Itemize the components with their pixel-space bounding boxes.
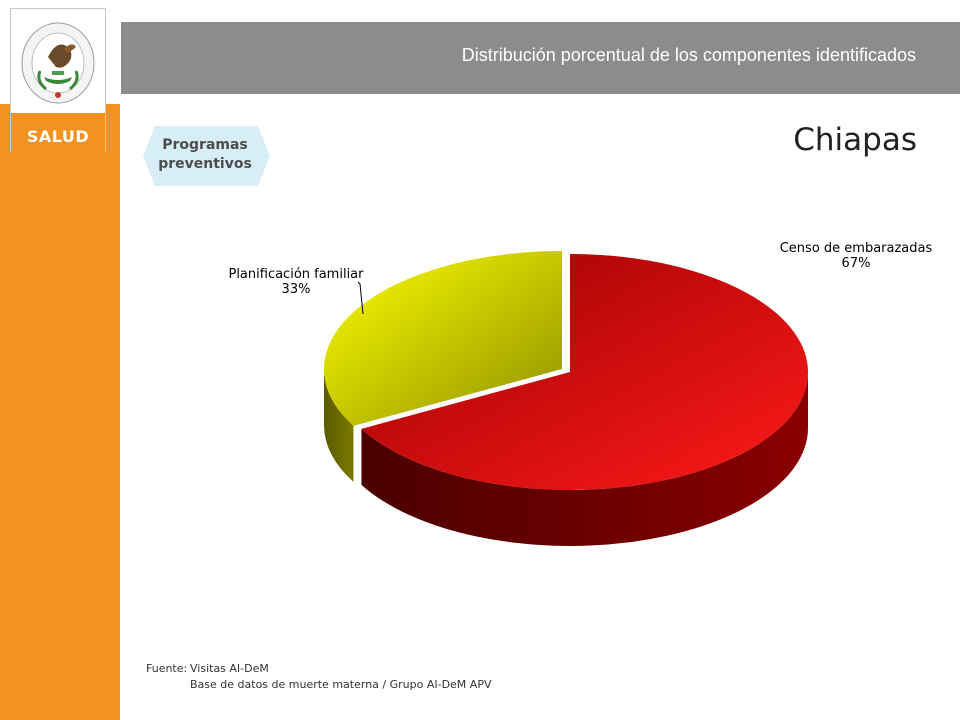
logo-text: SALUD <box>26 127 90 146</box>
national-seal-icon <box>21 22 95 104</box>
source-label: Fuente: <box>146 662 188 675</box>
pie-slice-side-1 <box>324 369 354 482</box>
badge-line-2: preventivos <box>158 156 252 172</box>
badge-shape <box>143 126 270 186</box>
pie-slice-side-0 <box>361 372 808 546</box>
slice-value-0: 67% <box>842 256 871 271</box>
slice-label-0: Censo de embarazadas <box>780 241 933 256</box>
page-title: Distribución porcentual de los component… <box>461 45 916 65</box>
leader-line-1 <box>357 281 364 315</box>
source-note: Fuente: Visitas AI-DeM Base de datos de … <box>146 661 491 693</box>
header-bar: Distribución porcentual de los component… <box>121 22 960 94</box>
source-line-2: Base de datos de muerte materna / Grupo … <box>190 678 492 691</box>
badge-label: Programas preventivos <box>143 136 267 174</box>
state-name: Chiapas <box>793 122 917 158</box>
source-line-1: Visitas AI-DeM <box>190 662 269 675</box>
side-bar <box>0 104 120 720</box>
slice-value-1: 33% <box>282 282 311 297</box>
pie-layer <box>323 251 808 546</box>
pie-slice-0 <box>361 254 808 490</box>
pie-slice-1 <box>323 251 562 426</box>
badge-line-1: Programas <box>162 137 248 153</box>
program-badge: Programas preventivos <box>143 126 270 186</box>
salud-logo: SALUD <box>10 8 106 161</box>
slice-label-1: Planificación familiar <box>228 267 364 282</box>
logo-band <box>11 113 105 161</box>
